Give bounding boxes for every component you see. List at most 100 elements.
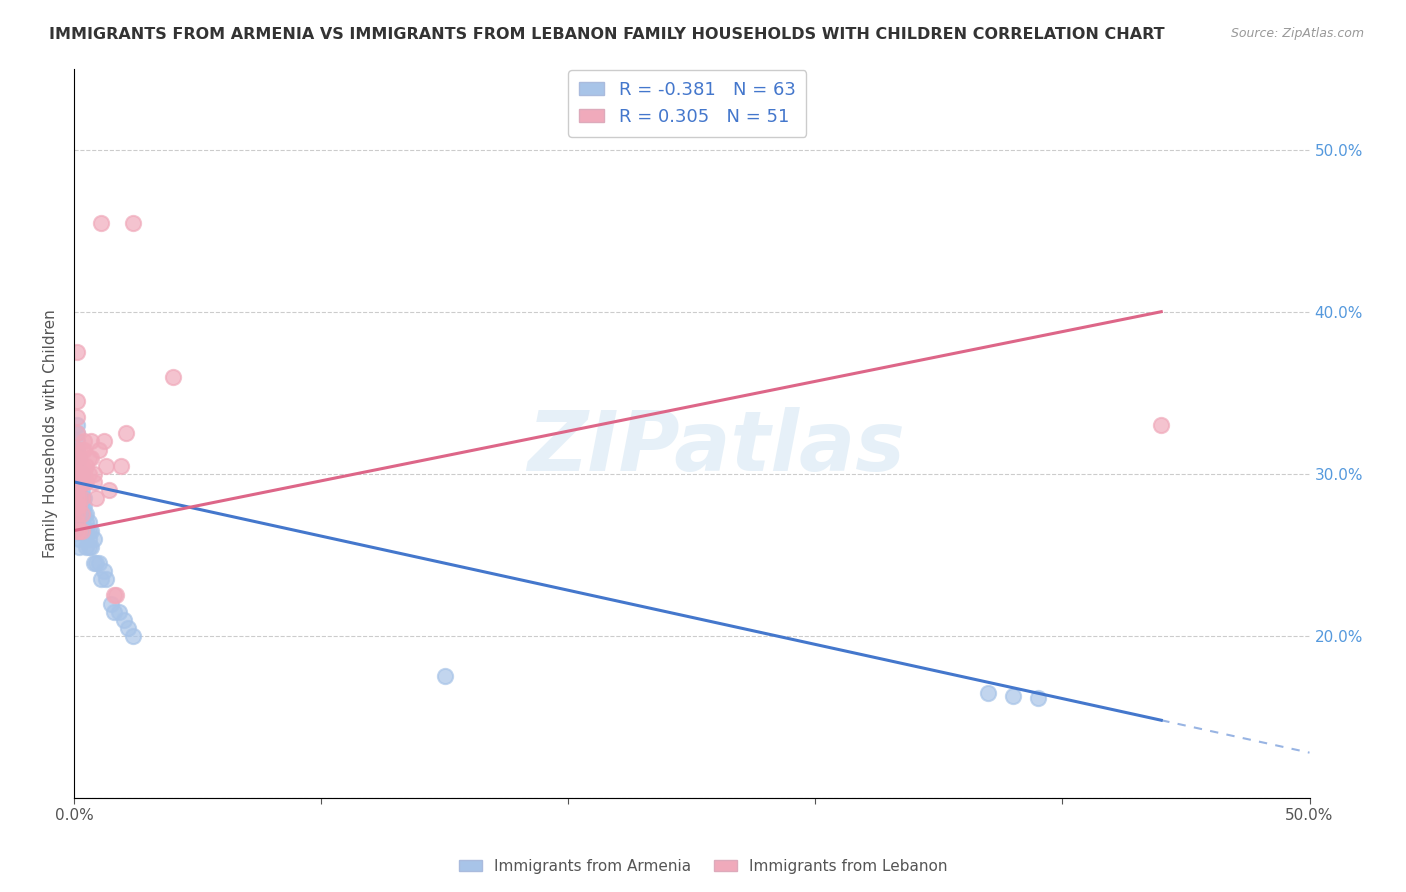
Point [86,556,108,570]
Point [90,215,112,229]
Point [97,483,120,497]
Point [67,491,90,505]
Point [65,345,87,359]
Point [70,467,93,481]
Point [70,458,93,473]
Point [1001,689,1024,703]
Point [73,508,96,522]
Point [65,491,87,505]
Point [67,516,90,530]
Point [65,450,87,465]
Point [73,524,96,538]
Point [65,483,87,497]
Point [103,605,125,619]
Point [65,458,87,473]
Text: Source: ZipAtlas.com: Source: ZipAtlas.com [1230,27,1364,40]
Point [65,467,87,481]
Text: IMMIGRANTS FROM ARMENIA VS IMMIGRANTS FROM LEBANON FAMILY HOUSEHOLDS WITH CHILDR: IMMIGRANTS FROM ARMENIA VS IMMIGRANTS FR… [49,27,1164,42]
Point [65,467,87,481]
Point [73,491,96,505]
Point [83,556,105,570]
Point [75,524,97,538]
Point [110,458,132,473]
Point [112,613,135,627]
Point [65,450,87,465]
Point [65,434,87,449]
Point [162,369,184,384]
Point [80,524,103,538]
Point [70,475,93,489]
Point [67,532,90,546]
Point [67,475,90,489]
Point [67,467,90,481]
Point [67,524,90,538]
Point [73,475,96,489]
Point [87,556,110,570]
Point [83,475,105,489]
Point [70,524,93,538]
Point [70,508,93,522]
Point [67,500,90,514]
Point [65,418,87,433]
Point [83,467,105,481]
Point [73,442,96,457]
Point [1026,690,1049,705]
Point [65,508,87,522]
Point [65,500,87,514]
Point [70,508,93,522]
Point [75,458,97,473]
Point [65,410,87,425]
Point [105,589,128,603]
Point [65,475,87,489]
Point [65,500,87,514]
Point [1150,418,1173,433]
Point [67,475,90,489]
Point [77,540,100,554]
Point [87,442,110,457]
Point [103,589,125,603]
Point [977,686,1000,700]
Point [67,467,90,481]
Point [83,532,105,546]
Point [80,450,103,465]
Point [67,540,90,554]
Point [75,540,97,554]
Point [67,491,90,505]
Point [65,524,87,538]
Point [86,491,108,505]
Point [67,500,90,514]
Point [433,669,456,683]
Point [65,475,87,489]
Y-axis label: Family Households with Children: Family Households with Children [44,309,58,558]
Point [65,393,87,408]
Point [73,467,96,481]
Point [75,475,97,489]
Point [65,458,87,473]
Point [77,450,100,465]
Point [65,442,87,457]
Point [70,475,93,489]
Point [70,516,93,530]
Point [65,483,87,497]
Point [96,458,118,473]
Point [80,434,103,449]
Point [65,426,87,441]
Point [67,508,90,522]
Point [67,450,90,465]
Point [67,483,90,497]
Point [70,500,93,514]
Legend: R = -0.381   N = 63, R = 0.305   N = 51: R = -0.381 N = 63, R = 0.305 N = 51 [568,70,806,137]
Point [77,524,100,538]
Point [75,508,97,522]
Point [77,516,100,530]
Point [77,467,100,481]
Legend: Immigrants from Armenia, Immigrants from Lebanon: Immigrants from Armenia, Immigrants from… [453,853,953,880]
Point [96,572,118,586]
Point [80,540,103,554]
Point [70,491,93,505]
Point [73,500,96,514]
Point [75,516,97,530]
Point [65,491,87,505]
Point [65,508,87,522]
Point [107,605,129,619]
